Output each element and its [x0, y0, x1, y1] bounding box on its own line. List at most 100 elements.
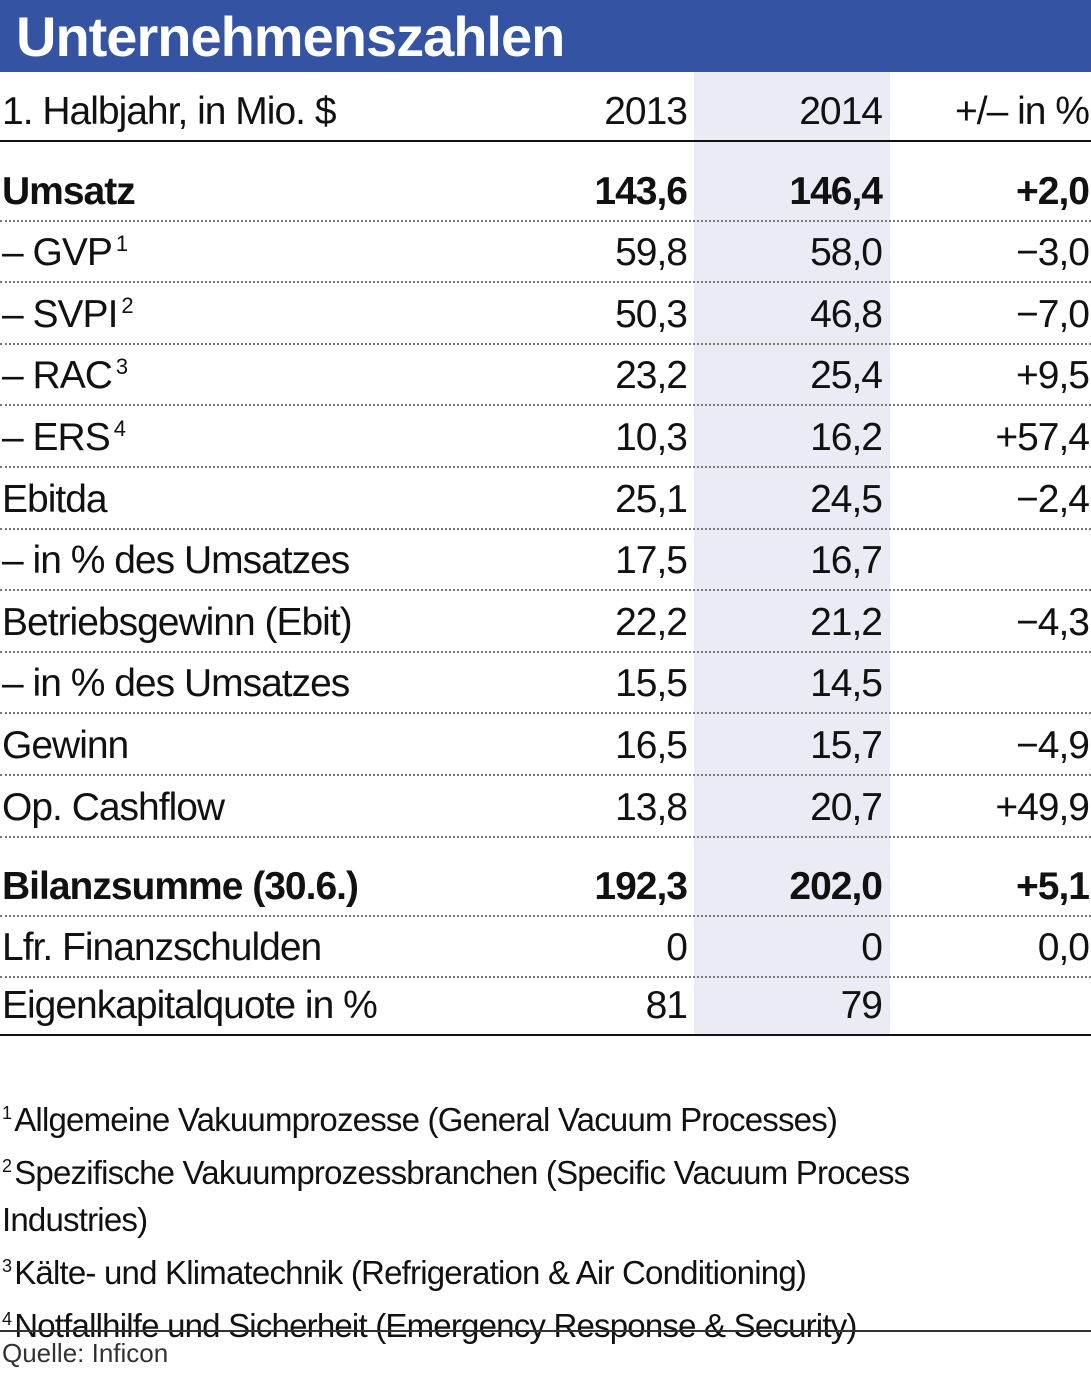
row-label: Eigenkapitalquote in % — [2, 984, 378, 1028]
footnote: 3Kälte- und Klimatechnik (Refrigeration … — [2, 1243, 1082, 1296]
value-2013: 59,8 — [615, 231, 688, 274]
divider — [0, 1330, 1091, 1332]
table-row: – RAC 3 23,2 25,4 +9,5 — [0, 345, 1091, 406]
value-2014: 58,0 — [810, 231, 883, 274]
value-2013: 25,1 — [615, 478, 688, 521]
row-label-text: Op. Cashflow — [2, 786, 225, 829]
row-label: Bilanzsumme (30.6.) — [2, 865, 359, 909]
table-row: – in % des Umsatzes 15,5 14,5 — [0, 653, 1091, 714]
value-change: +49,9 — [995, 786, 1090, 829]
row-label: – RAC 3 — [2, 354, 128, 398]
value-2014: 79 — [840, 984, 883, 1027]
row-label: Gewinn — [2, 724, 129, 768]
footnote-text: Allgemeine Vakuumprozesse (General Vacuu… — [14, 1101, 838, 1138]
value-change: 0,0 — [1037, 926, 1090, 969]
footnote: 4Notfallhilfe und Sicherheit (Emergency … — [2, 1296, 1082, 1349]
table-row: – SVPI 2 50,3 46,8 −7,0 — [0, 283, 1091, 345]
value-2013: 50,3 — [615, 293, 688, 336]
footnote-ref: 4 — [113, 416, 126, 441]
footnote-ref: 2 — [121, 293, 133, 318]
value-change: −2,4 — [1016, 478, 1090, 521]
value-change: −4,3 — [1016, 601, 1090, 644]
table-row: Ebitda 25,1 24,5 −2,4 — [0, 468, 1091, 530]
value-2014: 25,4 — [810, 354, 883, 397]
value-2013: 13,8 — [615, 786, 688, 829]
footnotes: 1Allgemeine Vakuumprozesse (General Vacu… — [2, 1090, 1082, 1349]
footnote-text: Kälte- und Klimatechnik (Refrigeration &… — [14, 1254, 807, 1291]
footnote-text: Spezifische Vakuumprozessbranchen (Speci… — [2, 1154, 910, 1238]
value-2014: 21,2 — [810, 601, 883, 644]
value-2014: 202,0 — [789, 865, 883, 908]
row-label-text: – in % des Umsatzes — [2, 539, 350, 582]
value-2013: 23,2 — [615, 354, 688, 397]
value-change: +9,5 — [1016, 354, 1090, 397]
value-2014: 20,7 — [810, 786, 883, 829]
table-row: Betriebsgewinn (Ebit) 22,2 21,2 −4,3 — [0, 591, 1091, 653]
row-label: – GVP 1 — [2, 231, 128, 275]
value-2013: 22,2 — [615, 601, 688, 644]
source-note: Quelle: Inficon — [2, 1338, 169, 1368]
row-label-text: Ebitda — [2, 478, 108, 521]
row-label: Ebitda — [2, 478, 108, 522]
header-label: 1. Halbjahr, in Mio. $ — [2, 90, 337, 133]
row-label-text: Gewinn — [2, 724, 129, 767]
row-label-text: Bilanzsumme (30.6.) — [2, 865, 359, 908]
row-label-text: Umsatz — [2, 170, 136, 213]
table-row: – in % des Umsatzes 17,5 16,7 — [0, 530, 1091, 591]
row-label-text: Eigenkapitalquote in % — [2, 984, 378, 1027]
table-title: Unternehmenszahlen — [16, 5, 565, 68]
value-2014: 16,7 — [810, 539, 883, 582]
table-row: Op. Cashflow 13,8 20,7 +49,9 — [0, 776, 1091, 838]
value-2014: 15,7 — [810, 724, 883, 767]
row-label: Op. Cashflow — [2, 786, 225, 830]
value-change: −7,0 — [1016, 293, 1090, 336]
value-2013: 16,5 — [615, 724, 688, 767]
row-label-text: – SVPI — [2, 293, 118, 336]
table-row: Bilanzsumme (30.6.) 192,3 202,0 +5,1 — [0, 857, 1091, 917]
table-row: – GVP 1 59,8 58,0 −3,0 — [0, 222, 1091, 283]
footnote-text: Notfallhilfe und Sicherheit (Emergency R… — [14, 1307, 857, 1344]
table-row: Eigenkapitalquote in % 81 79 — [0, 978, 1091, 1036]
footnote-ref: 3 — [115, 354, 128, 379]
value-2013: 192,3 — [594, 865, 688, 908]
footnote-number: 2 — [2, 1156, 12, 1176]
value-change: +5,1 — [1016, 865, 1090, 908]
value-2014: 24,5 — [810, 478, 883, 521]
value-change: −4,9 — [1016, 724, 1090, 767]
footnote-ref: 1 — [115, 231, 128, 256]
row-label-text: – RAC — [2, 354, 113, 397]
table-row: Umsatz 143,6 146,4 +2,0 — [0, 162, 1091, 222]
value-2014: 16,2 — [810, 416, 883, 459]
footnote-number: 1 — [2, 1103, 12, 1123]
row-label-text: – GVP — [2, 231, 113, 274]
footnote: 1Allgemeine Vakuumprozesse (General Vacu… — [2, 1090, 1082, 1143]
row-label: – in % des Umsatzes — [2, 662, 350, 706]
row-label-text: Betriebsgewinn (Ebit) — [2, 601, 353, 644]
table-row: Lfr. Finanzschulden 0 0 0,0 — [0, 917, 1091, 978]
row-label-text: Lfr. Finanzschulden — [2, 926, 322, 969]
header-change: +/– in % — [954, 90, 1090, 133]
row-label: – ERS 4 — [2, 416, 126, 460]
title-bar: Unternehmenszahlen — [0, 0, 1091, 72]
value-2014: 0 — [861, 926, 883, 969]
value-2013: 17,5 — [615, 539, 688, 582]
table-row: Gewinn 16,5 15,7 −4,9 — [0, 714, 1091, 776]
value-change: +2,0 — [1016, 170, 1090, 213]
footnote-number: 3 — [2, 1256, 12, 1276]
value-change: +57,4 — [995, 416, 1090, 459]
table-row: – ERS 4 10,3 16,2 +57,4 — [0, 406, 1091, 468]
value-change: −3,0 — [1016, 231, 1090, 274]
value-2013: 143,6 — [594, 170, 688, 213]
value-2014: 14,5 — [810, 662, 883, 705]
row-label-text: – in % des Umsatzes — [2, 662, 350, 705]
value-2013: 15,5 — [615, 662, 688, 705]
footnote-number: 4 — [2, 1309, 12, 1329]
row-label-text: – ERS — [2, 416, 111, 459]
highlight-column-2014 — [694, 72, 890, 1036]
header-2014: 2014 — [799, 90, 883, 133]
row-label: – in % des Umsatzes — [2, 539, 350, 583]
value-2014: 46,8 — [810, 293, 883, 336]
value-2013: 81 — [645, 984, 688, 1027]
value-2014: 146,4 — [789, 170, 883, 213]
row-label: – SVPI 2 — [2, 293, 134, 337]
